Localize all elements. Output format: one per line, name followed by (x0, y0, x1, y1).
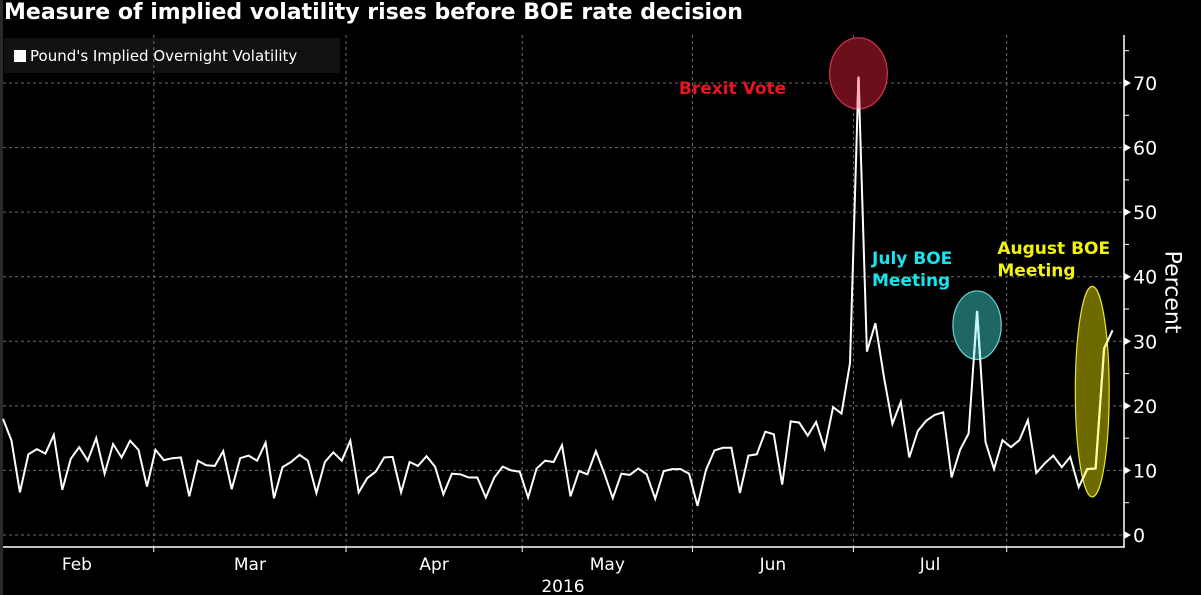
y-tick-marker (1124, 531, 1131, 539)
axes: Feb Mar Apr May Jun Jul 2016 0 10 20 30 40 50 60 70 (3, 35, 1157, 595)
august-boe-meeting-ellipse (1074, 285, 1110, 498)
x-tick-label: Apr (419, 555, 448, 575)
y-tick-label: 10 (1133, 460, 1157, 482)
annotation-shapes (829, 37, 1110, 498)
chart-title: Measure of implied volatility rises befo… (4, 0, 743, 25)
legend-swatch (14, 49, 26, 62)
y-tick-label: 60 (1133, 138, 1157, 160)
july-boe-meeting-label: Meeting (872, 271, 950, 291)
left-border (0, 0, 3, 595)
y-tick-label: 20 (1133, 396, 1157, 418)
y-tick-marker (1124, 466, 1131, 475)
y-tick-marker (1124, 272, 1131, 281)
y-tick-marker (1124, 401, 1131, 410)
x-tick-label: Jul (919, 555, 941, 575)
y-tick-marker (1124, 143, 1131, 152)
y-axis-label: Percent (1159, 250, 1185, 334)
grid (3, 35, 1124, 547)
y-tick-marker (1124, 79, 1131, 87)
series-lines (2, 76, 1114, 507)
y-tick-label: 70 (1133, 73, 1157, 95)
august-boe-meeting-label: August BOE (997, 239, 1110, 259)
series-line (2, 76, 1114, 507)
legend-label: Pound's Implied Overnight Volatility (30, 46, 298, 65)
brexit-vote-label: Brexit Vote (679, 79, 786, 99)
y-tick-label: 50 (1133, 202, 1157, 224)
y-tick-marker (1124, 208, 1131, 217)
august-boe-meeting-label: Meeting (997, 261, 1075, 281)
x-tick-label: Mar (234, 555, 266, 575)
x-tick-label: Feb (62, 555, 92, 575)
july-boe-meeting-label: July BOE (871, 249, 952, 269)
legend: Pound's Implied Overnight Volatility (4, 38, 340, 73)
y-tick-label: 30 (1133, 331, 1157, 353)
y-tick-label: 0 (1133, 525, 1145, 547)
x-axis-year-label: 2016 (541, 577, 584, 595)
x-tick-label: Jun (759, 555, 787, 575)
y-tick-label: 40 (1133, 267, 1157, 289)
y-tick-marker (1124, 337, 1131, 346)
x-tick-label: May (590, 555, 625, 575)
